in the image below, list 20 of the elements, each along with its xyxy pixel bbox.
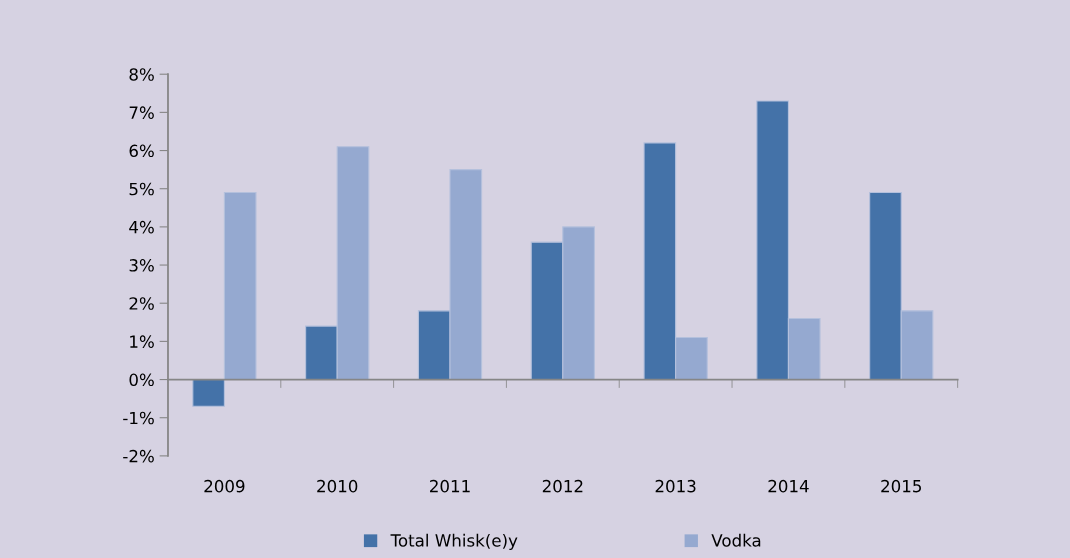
x-tick-label: 2014: [768, 479, 809, 493]
legend-label: Vodka: [711, 533, 761, 547]
y-tick-label: 7%: [129, 106, 154, 119]
x-tick-label: 2010: [317, 479, 358, 493]
y-tick-label: 5%: [129, 182, 154, 196]
x-tick-label: 2013: [655, 479, 696, 493]
x-tick-label: 2012: [542, 479, 583, 493]
y-tick-label: 1%: [130, 335, 154, 348]
y-tick-label: 2%: [129, 297, 154, 310]
x-tick-label: 2009: [204, 479, 245, 493]
y-tick-label: -1%: [123, 411, 154, 425]
y-tick-label: 0%: [129, 373, 154, 387]
y-tick-label: 8%: [129, 68, 154, 81]
y-tick-label: 3%: [129, 259, 154, 272]
y-tick-label: -2%: [123, 449, 154, 463]
x-tick-label: 2015: [881, 479, 921, 493]
y-tick-label: 6%: [129, 144, 154, 158]
legend-label: Total Whisk(e)y: [390, 533, 518, 550]
x-tick-label: 2011: [430, 479, 470, 493]
y-tick-label: 4%: [129, 220, 154, 234]
